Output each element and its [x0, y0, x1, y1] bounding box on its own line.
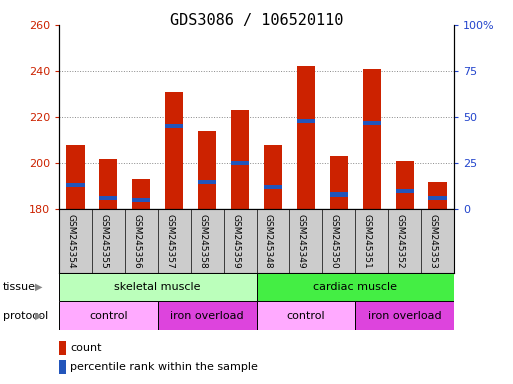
Bar	[297, 66, 315, 209]
Text: tissue: tissue	[3, 282, 35, 292]
Text: GSM245350: GSM245350	[330, 214, 339, 269]
Bar	[264, 185, 282, 189]
Text: iron overload: iron overload	[170, 311, 244, 321]
Text: GSM245358: GSM245358	[198, 214, 207, 269]
Bar	[231, 110, 249, 209]
Bar	[363, 121, 381, 125]
Bar	[158, 301, 256, 330]
Bar	[363, 69, 381, 209]
Bar	[330, 192, 348, 197]
Text: percentile rank within the sample: percentile rank within the sample	[70, 362, 258, 372]
Bar	[396, 189, 413, 193]
Text: GSM245351: GSM245351	[363, 214, 372, 269]
Bar	[66, 145, 85, 209]
Text: GDS3086 / 106520110: GDS3086 / 106520110	[170, 13, 343, 28]
Bar	[132, 198, 150, 202]
Bar	[198, 180, 216, 184]
Bar	[264, 145, 282, 209]
Bar	[165, 124, 183, 128]
Text: GSM245355: GSM245355	[100, 214, 108, 269]
Bar	[59, 301, 158, 330]
Text: GSM245359: GSM245359	[231, 214, 240, 269]
Bar	[66, 183, 85, 187]
Text: ▶: ▶	[35, 311, 43, 321]
Bar	[428, 196, 447, 200]
Bar	[59, 273, 256, 301]
Text: protocol: protocol	[3, 311, 48, 321]
Bar	[256, 301, 355, 330]
Text: control: control	[287, 311, 325, 321]
Bar	[59, 360, 66, 374]
Bar	[428, 182, 447, 209]
Bar	[59, 341, 66, 355]
Text: GSM245353: GSM245353	[428, 214, 438, 269]
Bar	[297, 119, 315, 123]
Bar	[355, 301, 454, 330]
Bar	[132, 179, 150, 209]
Text: iron overload: iron overload	[368, 311, 442, 321]
Bar	[100, 196, 117, 200]
Bar	[165, 92, 183, 209]
Text: GSM245352: GSM245352	[396, 214, 405, 269]
Bar	[100, 159, 117, 209]
Bar	[396, 161, 413, 209]
Text: skeletal muscle: skeletal muscle	[114, 282, 201, 292]
Text: GSM245357: GSM245357	[165, 214, 174, 269]
Bar	[330, 156, 348, 209]
Bar	[256, 273, 454, 301]
Bar	[231, 161, 249, 165]
Text: ▶: ▶	[35, 282, 43, 292]
Text: GSM245356: GSM245356	[132, 214, 141, 269]
Bar	[198, 131, 216, 209]
Text: cardiac muscle: cardiac muscle	[313, 282, 397, 292]
Text: GSM245349: GSM245349	[297, 214, 306, 269]
Text: count: count	[70, 343, 102, 353]
Text: GSM245348: GSM245348	[264, 214, 273, 269]
Text: GSM245354: GSM245354	[67, 214, 75, 269]
Text: control: control	[89, 311, 128, 321]
